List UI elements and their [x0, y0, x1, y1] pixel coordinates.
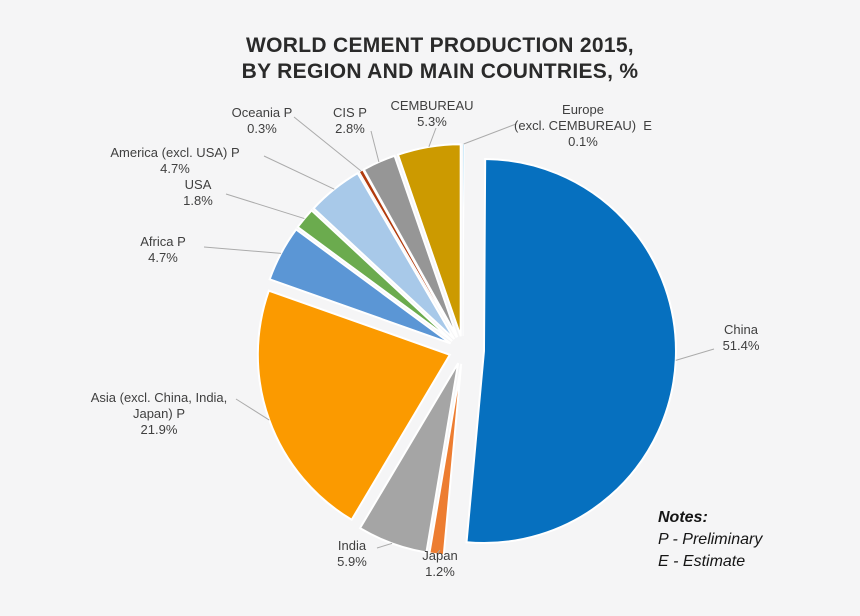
slice-label-line: 21.9% — [140, 422, 178, 437]
slice-label-cis: CIS P 2.8% — [333, 105, 367, 137]
pie-slice-oceania — [358, 169, 457, 339]
pie-slice-china — [465, 158, 677, 544]
leader-line-japan — [436, 549, 441, 555]
leader-line-india — [376, 542, 393, 549]
pie-slice-europe — [462, 143, 465, 337]
slice-label-line: (excl. CEMBUREAU) E — [514, 118, 652, 133]
slice-label-cembureau: CEMBUREAU 5.3% — [390, 98, 473, 130]
notes-heading: Notes: — [658, 509, 708, 526]
leader-line-cis — [370, 130, 380, 163]
pie-slice-america — [312, 171, 456, 340]
slice-label-oceania: Oceania P 0.3% — [232, 105, 293, 137]
pie-slice-africa — [268, 228, 452, 345]
slice-label-india: India 5.9% — [337, 538, 367, 570]
leader-line-oceania — [293, 116, 362, 172]
pie-slice-cis — [362, 154, 459, 338]
slice-label-line: Oceania P — [231, 105, 293, 120]
slice-label-line: CIS P — [333, 105, 367, 120]
leader-lines — [203, 116, 715, 555]
slice-label-line: 5.3% — [417, 114, 447, 129]
slice-label-line: 0.3% — [247, 121, 277, 136]
slice-label-usa: USA 1.8% — [183, 177, 213, 209]
slice-label-line: CEMBUREAU — [390, 98, 474, 113]
slice-label-line: 51.4% — [722, 338, 760, 353]
chart-title-line1: WORLD CEMENT PRODUCTION 2015, — [246, 34, 634, 57]
slice-label-line: Europe — [562, 102, 604, 117]
slice-label-europe: Europe (excl. CEMBUREAU) E 0.1% — [514, 102, 652, 150]
slice-label-line: America (excl. USA) P — [110, 145, 240, 160]
slice-label-japan: Japan 1.2% — [422, 548, 457, 580]
pie-slice-asia — [256, 289, 452, 522]
leader-line-asia — [235, 398, 270, 421]
leader-line-cembureau — [428, 127, 437, 148]
slice-label-line: China — [724, 322, 758, 337]
leader-line-china — [675, 348, 715, 361]
leader-line-america — [263, 155, 335, 190]
slice-label-line: Africa P — [140, 234, 186, 249]
leader-line-africa — [203, 246, 282, 254]
leader-line-usa — [225, 193, 305, 220]
slice-label-line: 0.1% — [568, 134, 598, 149]
notes: Notes: P - Preliminary E - Estimate — [658, 507, 762, 573]
pie-slice-india — [358, 362, 460, 554]
note-item-preliminary: P - Preliminary — [658, 531, 763, 548]
pie-slice-usa — [296, 208, 453, 342]
slice-label-line: Japan — [422, 548, 458, 563]
slice-label-line: Asia (excl. China, India, — [90, 390, 228, 405]
slice-label-asia: Asia (excl. China, India, Japan) P 21.9% — [91, 390, 228, 438]
slice-label-line: USA — [184, 177, 212, 192]
slice-label-line: 1.2% — [425, 564, 455, 579]
slice-label-line: Japan) P — [132, 406, 186, 421]
chart-title: WORLD CEMENT PRODUCTION 2015, BY REGION … — [0, 33, 860, 85]
slice-label-line: 1.8% — [183, 193, 213, 208]
note-item-estimate: E - Estimate — [658, 553, 746, 570]
slice-label-line: 4.7% — [148, 250, 178, 265]
slice-label-line: 2.8% — [335, 121, 365, 136]
slice-label-line: 4.7% — [160, 161, 190, 176]
slice-label-africa: Africa P 4.7% — [140, 234, 186, 266]
slice-label-line: 5.9% — [337, 554, 367, 569]
slice-label-china: China 51.4% — [723, 322, 760, 354]
chart-title-line2: BY REGION AND MAIN COUNTRIES, % — [241, 60, 639, 83]
slice-label-line: India — [337, 538, 367, 553]
slice-label-america: America (excl. USA) P 4.7% — [110, 145, 239, 177]
leader-line-europe — [463, 123, 517, 145]
